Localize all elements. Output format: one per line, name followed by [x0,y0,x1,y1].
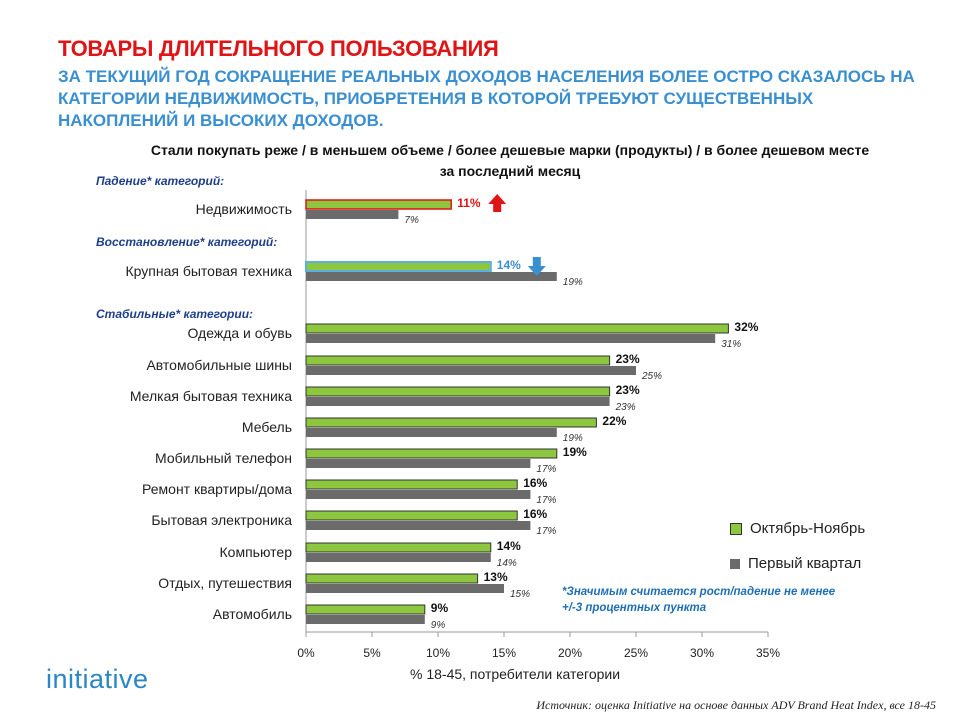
legend-item-current: Октябрь-Ноябрь [730,520,865,537]
category-label-одежда-и-обувь: Одежда и обувь [187,325,292,341]
bar-previous-компьютер [306,553,491,562]
x-axis-label: % 18-45, потребители категории [410,666,621,682]
value-label-previous-мелкая-бытовая-техника: 23% [615,402,636,413]
value-label-previous-компьютер: 14% [497,558,517,569]
chart-title: Стали покупать реже / в меньшем объеме /… [150,142,870,179]
value-label-current-компьютер: 14% [497,539,521,553]
bar-previous-мелкая-бытовая-техника [306,397,610,406]
bar-current-мобильный-телефон [305,448,558,459]
value-label-previous-мебель: 19% [563,433,583,444]
category-label-мобильный-телефон: Мобильный телефон [155,450,292,466]
bar-previous-недвижимость [306,210,399,219]
category-label-автомобильные-шины: Автомобильные шины [146,357,292,373]
value-label-current-крупная-бытовая-техника: 14% [497,258,521,272]
legend-label-previous: Первый квартал [748,555,862,572]
bar-current-крупная-бытовая-техника [305,261,492,272]
x-tick-label: 25% [624,646,648,660]
category-label-компьютер: Компьютер [219,544,292,560]
x-tick-label: 5% [363,646,381,660]
value-label-previous-недвижимость: 7% [404,215,419,226]
significance-footnote: *Значимым считается рост/падение не мене… [562,586,836,614]
page-title: ТОВАРЫ ДЛИТЕЛЬНОГО ПОЛЬЗОВАНИЯ [58,36,499,61]
value-label-previous-бытовая-электроника: 17% [536,526,556,537]
value-label-current-одежда-и-обувь: 32% [734,320,758,334]
bar-previous-автомобильные-шины [306,366,636,375]
legend-label-current: Октябрь-Ноябрь [750,520,866,537]
x-tick-label: 0% [297,646,315,660]
bar-previous-бытовая-электроника [306,521,531,530]
x-tick-label: 35% [756,646,780,660]
bar-previous-отдых-путешествия [306,584,504,593]
bar-current-автомобиль [305,604,426,615]
bar-current-ремонт-квартиры-дома [305,479,518,490]
group-label-recovery: Восстановление* категорий: [96,235,278,249]
value-label-current-отдых-путешествия: 13% [484,570,508,584]
value-label-current-недвижимость: 11% [457,196,481,210]
bar-current-бытовая-электроника [305,510,518,521]
bar-current-компьютер [305,542,492,553]
group-label-fall: Падение* категорий: [96,174,225,188]
bar-previous-ремонт-квартиры-дома [306,490,531,499]
x-tick-label: 30% [690,646,714,660]
legend-item-previous: Первый квартал [730,555,861,572]
category-label-мелкая-бытовая-техника: Мелкая бытовая техника [129,388,292,404]
value-label-previous-одежда-и-обувь: 31% [721,339,741,350]
value-label-previous-мобильный-телефон: 17% [536,464,556,475]
value-label-previous-ремонт-квартиры-дома: 17% [536,495,556,506]
category-label-отдых-путешествия: Отдых, путешествия [158,575,292,591]
initiative-logo: initiative [46,664,149,694]
value-label-previous-отдых-путешествия: 15% [510,589,530,600]
value-label-previous-автомобиль: 9% [431,620,446,631]
bar-current-одежда-и-обувь [305,323,729,334]
x-tick-label: 20% [558,646,582,660]
category-label-недвижимость: Недвижимость [195,201,292,217]
value-label-current-автомобиль: 9% [431,601,449,615]
bar-current-автомобильные-шины [305,355,611,366]
page-subtitle: ЗА ТЕКУЩИЙ ГОД СОКРАЩЕНИЕ РЕАЛЬНЫХ ДОХОД… [58,67,915,130]
value-label-previous-крупная-бытовая-техника: 19% [563,277,583,288]
arrow-down-icon [527,257,546,276]
value-label-current-мебель: 22% [602,414,626,428]
value-label-current-мобильный-телефон: 19% [563,445,587,459]
group-label-stable: Стабильные* категории: [96,307,254,321]
category-label-автомобиль: Автомобиль [212,606,292,622]
bar-previous-мебель [306,428,557,437]
bar-previous-крупная-бытовая-техника [306,272,557,281]
value-label-current-автомобильные-шины: 23% [616,352,640,366]
bar-previous-автомобиль [306,615,425,624]
value-label-previous-автомобильные-шины: 25% [641,371,662,382]
category-label-ремонт-квартиры-дома: Ремонт квартиры/дома [142,481,292,497]
value-label-current-ремонт-квартиры-дома: 16% [523,476,547,490]
legend-swatch-previous [730,558,740,569]
category-label-мебель: Мебель [241,419,292,435]
category-label-крупная-бытовая-техника: Крупная бытовая техника [125,263,292,279]
bar-current-недвижимость [305,199,452,210]
legend-swatch-current [730,522,742,535]
x-tick-label: 10% [426,646,450,660]
bar-previous-мобильный-телефон [306,459,531,468]
value-label-current-бытовая-электроника: 16% [523,507,547,521]
bar-current-мебель [305,417,597,428]
category-label-бытовая-электроника: Бытовая электроника [151,512,292,528]
value-label-current-мелкая-бытовая-техника: 23% [616,383,640,397]
bar-previous-одежда-и-обувь [306,334,716,343]
arrow-up-icon [488,194,507,212]
bar-current-мелкая-бытовая-техника [305,386,611,397]
x-tick-label: 15% [492,646,516,660]
bar-current-отдых-путешествия [305,573,479,584]
source-note: Источник: оценка Initiative на основе да… [536,698,936,712]
